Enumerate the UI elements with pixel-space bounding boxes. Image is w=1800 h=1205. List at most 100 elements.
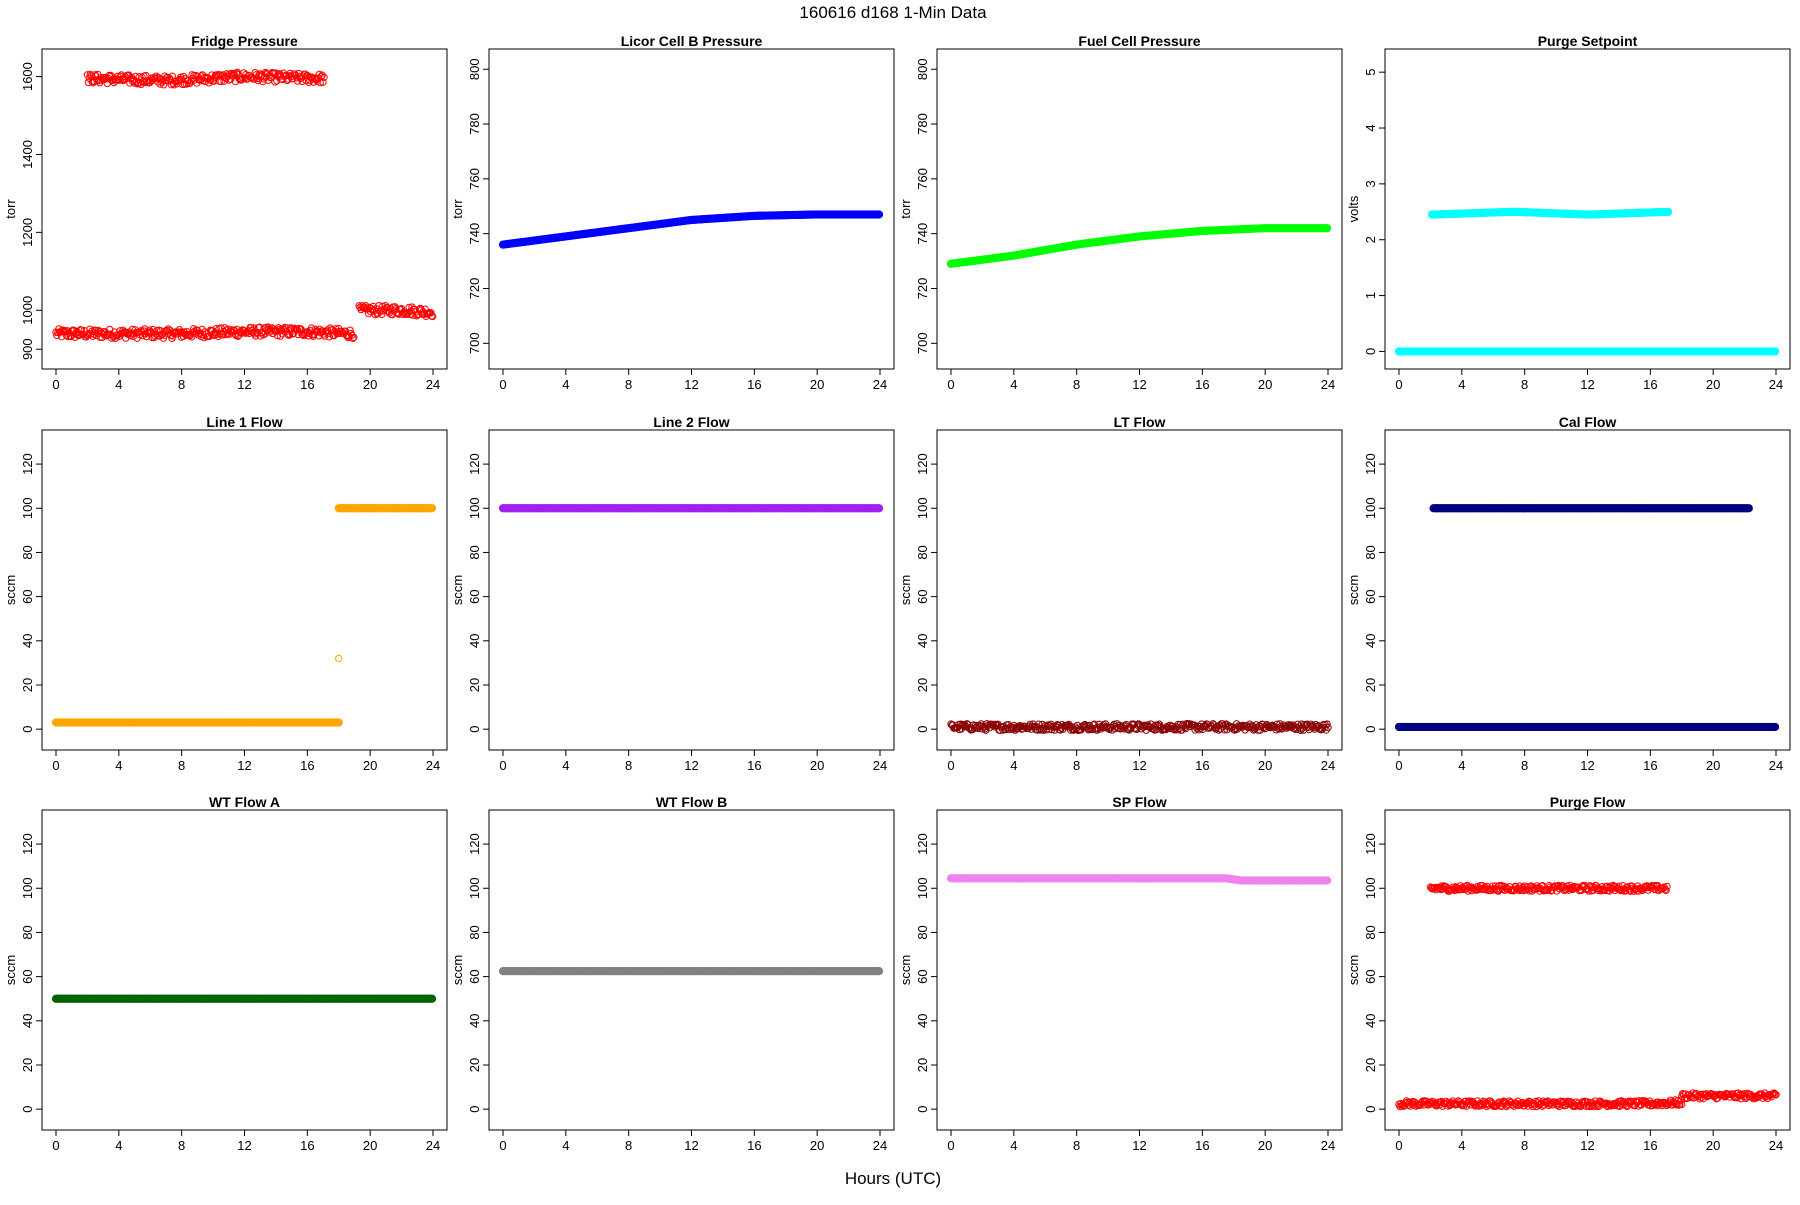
data-series [1427, 207, 1673, 219]
y-tick-label: 20 [467, 678, 482, 692]
x-tick-label: 8 [1521, 758, 1528, 773]
x-tick-label: 4 [115, 377, 122, 392]
data-point [229, 70, 238, 78]
x-tick-label: 24 [1321, 377, 1335, 392]
plot-frame [41, 809, 448, 1131]
data-point [164, 325, 172, 333]
data-point [320, 73, 328, 81]
plot-frame [1384, 429, 1791, 751]
data-series [52, 323, 358, 342]
data-point [77, 326, 86, 334]
x-tick-label: 12 [1132, 377, 1146, 392]
data-point [287, 325, 296, 333]
y-tick-label: 60 [20, 969, 35, 983]
data-point [218, 72, 226, 80]
y-tick-label: 0 [1363, 726, 1378, 733]
x-tick-label: 0 [947, 377, 954, 392]
y-axis-label: torr [3, 199, 18, 219]
y-tick-label: 120 [1363, 453, 1378, 475]
x-tick-label: 12 [684, 1138, 698, 1153]
y-tick-label: 100 [467, 877, 482, 899]
data-point [247, 323, 255, 332]
y-tick-label: 60 [467, 969, 482, 983]
data-series [334, 504, 437, 513]
x-tick-label: 20 [1706, 377, 1720, 392]
data-point [259, 331, 268, 339]
y-tick-label: 80 [20, 545, 35, 559]
panel-title: WT Flow B [656, 794, 728, 810]
x-tick-label: 24 [1321, 1138, 1335, 1153]
x-tick-label: 16 [1643, 1138, 1657, 1153]
data-point [147, 328, 155, 336]
y-tick-label: 60 [1363, 589, 1378, 603]
y-axis-label: sccm [898, 955, 913, 985]
y-tick-label: 100 [20, 877, 35, 899]
x-tick-label: 4 [562, 377, 569, 392]
data-series [946, 874, 1332, 885]
y-tick-label: 100 [1363, 497, 1378, 519]
data-series [1394, 347, 1780, 356]
y-tick-label: 40 [20, 1014, 35, 1028]
data-point [83, 71, 92, 79]
y-axis-label: sccm [3, 575, 18, 605]
x-axis-label-shared: Hours (UTC) [845, 1169, 941, 1188]
x-tick-label: 4 [562, 1138, 569, 1153]
plot-frame [1384, 48, 1791, 370]
y-axis-label: sccm [1346, 575, 1361, 605]
y-tick-label: 720 [915, 278, 930, 300]
data-series [1395, 1096, 1686, 1111]
y-tick-label: 1000 [20, 296, 35, 325]
x-tick-label: 0 [947, 758, 954, 773]
panel-title: Fuel Cell Pressure [1078, 33, 1200, 49]
x-tick-label: 20 [1706, 1138, 1720, 1153]
data-series [355, 301, 437, 321]
y-tick-label: 40 [467, 634, 482, 648]
x-tick-label: 4 [115, 1138, 122, 1153]
x-tick-label: 24 [1769, 377, 1783, 392]
x-tick-label: 20 [1258, 377, 1272, 392]
x-tick-label: 16 [1643, 758, 1657, 773]
data-series [1426, 881, 1671, 895]
y-tick-label: 0 [467, 726, 482, 733]
x-tick-label: 8 [178, 1138, 185, 1153]
data-point [1744, 504, 1753, 513]
x-tick-label: 0 [52, 758, 59, 773]
y-tick-label: 3 [1363, 180, 1378, 187]
panel-title: Fridge Pressure [191, 33, 298, 49]
x-tick-label: 12 [237, 1138, 251, 1153]
y-tick-label: 1400 [20, 140, 35, 169]
data-point [179, 72, 188, 81]
y-tick-label: 900 [20, 338, 35, 360]
data-point [874, 210, 884, 219]
data-point [319, 78, 327, 86]
x-tick-label: 8 [1073, 758, 1080, 773]
x-tick-label: 12 [237, 758, 251, 773]
x-tick-label: 16 [300, 377, 314, 392]
y-tick-label: 800 [915, 58, 930, 80]
y-tick-label: 120 [20, 833, 35, 855]
y-tick-label: 60 [915, 589, 930, 603]
x-tick-label: 12 [1580, 1138, 1594, 1153]
x-tick-label: 16 [1195, 758, 1209, 773]
y-axis-label: sccm [1346, 955, 1361, 985]
y-tick-label: 0 [20, 726, 35, 733]
y-tick-label: 120 [20, 453, 35, 475]
x-tick-label: 12 [1132, 1138, 1146, 1153]
data-series [51, 718, 343, 727]
panel-title: Licor Cell B Pressure [621, 33, 763, 49]
plot-frame [41, 48, 448, 370]
panel-title: Line 2 Flow [653, 414, 729, 430]
data-point [1663, 207, 1673, 216]
data-point [383, 303, 392, 312]
y-tick-label: 40 [915, 634, 930, 648]
data-point [116, 327, 124, 335]
y-tick-label: 1600 [20, 62, 35, 91]
data-point [428, 312, 437, 321]
x-tick-label: 24 [1769, 758, 1783, 773]
y-tick-label: 120 [467, 833, 482, 855]
x-tick-label: 4 [1458, 1138, 1465, 1153]
